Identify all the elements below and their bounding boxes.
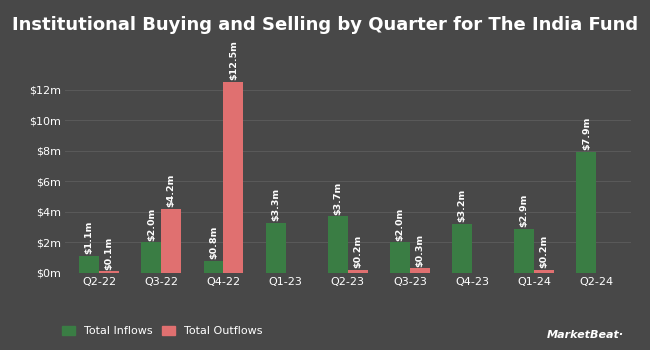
Bar xyxy=(452,224,472,273)
Text: $12.5m: $12.5m xyxy=(229,40,238,80)
Text: $2.0m: $2.0m xyxy=(395,207,404,240)
Bar xyxy=(514,229,534,273)
Bar xyxy=(142,243,161,273)
Text: $4.2m: $4.2m xyxy=(167,174,176,207)
Bar xyxy=(534,270,554,273)
Text: $0.2m: $0.2m xyxy=(540,235,549,268)
Bar xyxy=(348,270,368,273)
Bar xyxy=(161,209,181,273)
Bar xyxy=(390,243,410,273)
Text: $0.2m: $0.2m xyxy=(353,235,362,268)
Bar xyxy=(577,152,596,273)
Text: $0.8m: $0.8m xyxy=(209,225,218,259)
Bar xyxy=(266,223,285,273)
Bar xyxy=(99,272,119,273)
Text: $0.3m: $0.3m xyxy=(415,233,424,267)
Text: $3.7m: $3.7m xyxy=(333,181,343,215)
Text: $0.1m: $0.1m xyxy=(105,236,114,270)
Text: $2.0m: $2.0m xyxy=(147,207,156,240)
Bar xyxy=(328,216,348,273)
Text: MarketBeat·: MarketBeat· xyxy=(547,329,624,340)
Bar xyxy=(410,268,430,273)
Legend: Total Inflows, Total Outflows: Total Inflows, Total Outflows xyxy=(58,322,267,341)
Text: Institutional Buying and Selling by Quarter for The India Fund: Institutional Buying and Selling by Quar… xyxy=(12,16,638,34)
Text: $2.9m: $2.9m xyxy=(520,194,528,227)
Text: $3.2m: $3.2m xyxy=(458,189,467,222)
Text: $7.9m: $7.9m xyxy=(582,117,591,150)
Bar xyxy=(79,256,99,273)
Bar xyxy=(203,261,224,273)
Text: $1.1m: $1.1m xyxy=(84,221,94,254)
Text: $3.3m: $3.3m xyxy=(271,188,280,221)
Bar xyxy=(224,82,243,273)
